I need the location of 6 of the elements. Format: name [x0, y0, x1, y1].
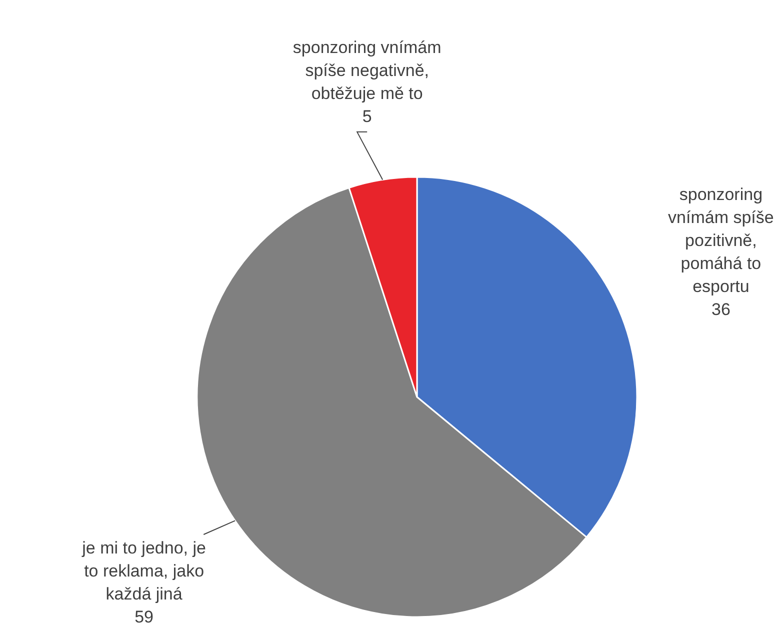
data-label: 36: [712, 300, 730, 319]
data-label: 5: [362, 106, 372, 126]
data-label: 59: [134, 607, 154, 626]
slice-label: je mi to jedno, je to reklama, jako každá jiná: [81, 538, 206, 604]
slice-label: sponzoring vnímám spíše negativně, obtěžuje mě to: [292, 38, 442, 103]
slice-label: sponzoring vnímám spíše pozitivně, pomáhá to esportu: [668, 184, 774, 296]
